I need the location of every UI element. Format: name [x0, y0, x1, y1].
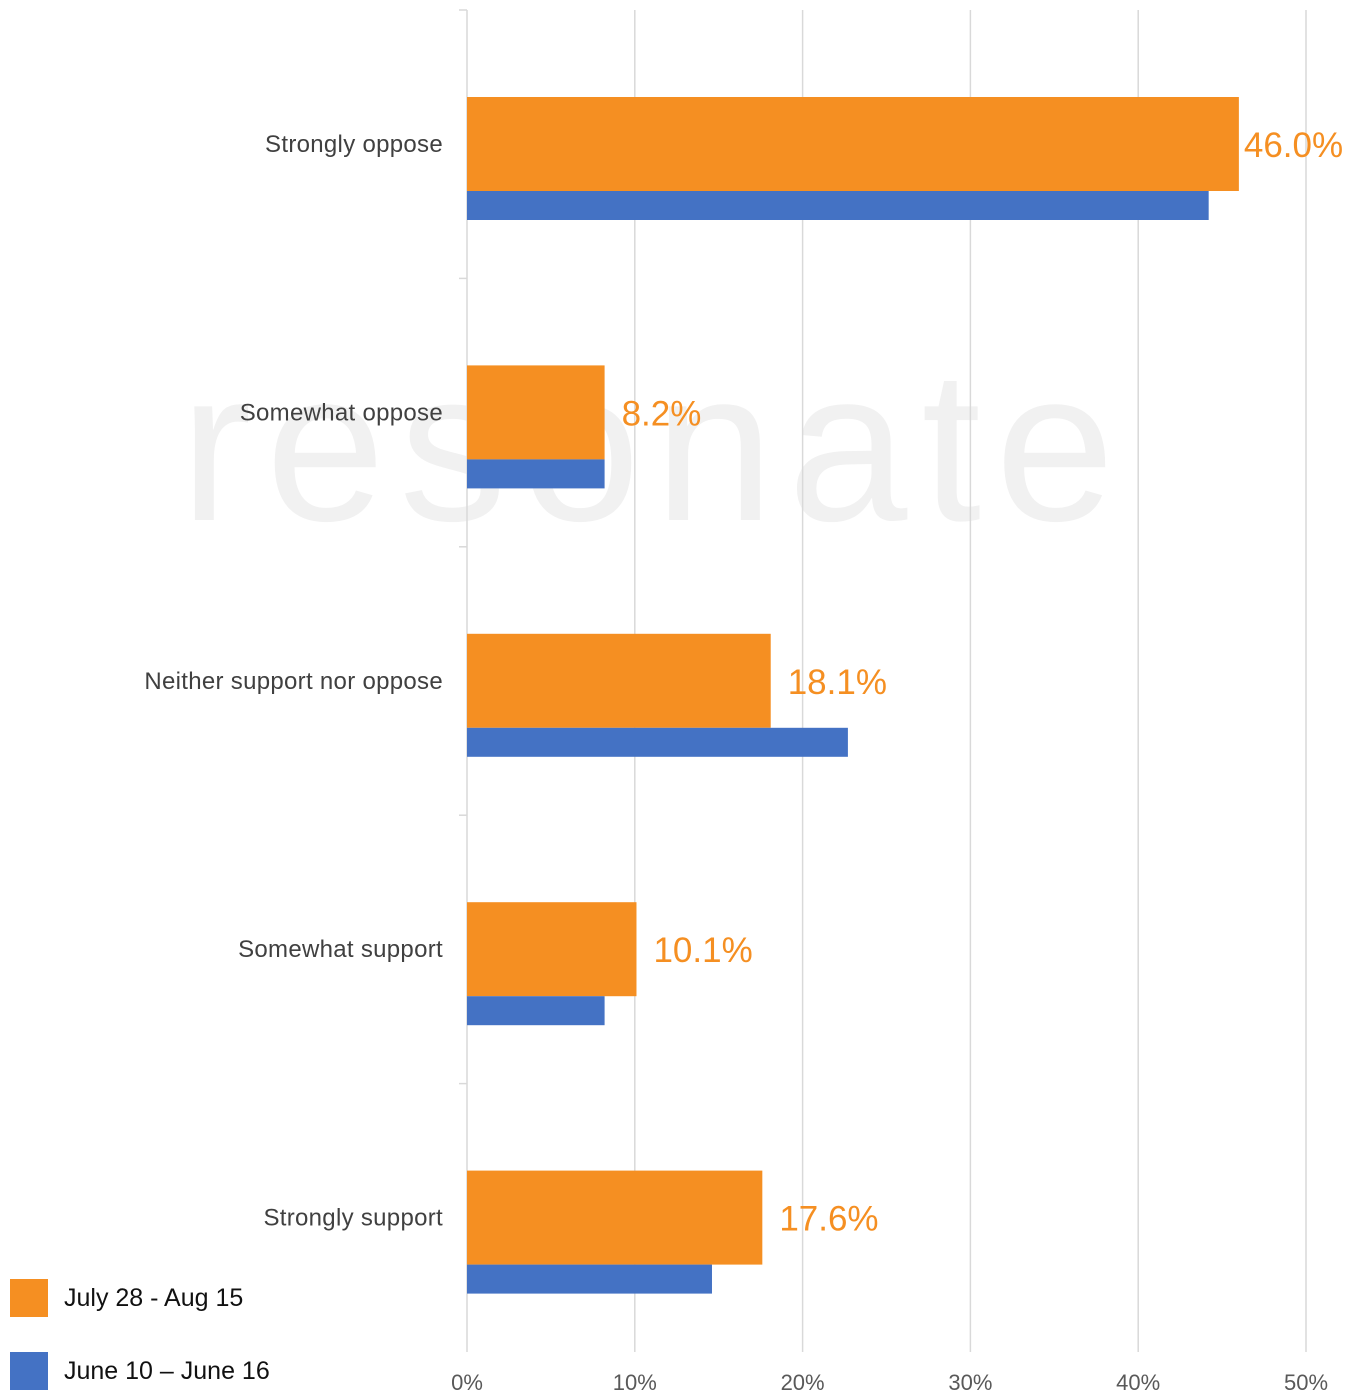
labels: 0% 10% 20% 30% 40% 50% Strongly oppose 46.0% Som… [144, 126, 1343, 1393]
legend-item-series-2: June 10 – June 16 [10, 1352, 270, 1390]
bar-series-1 [467, 97, 1239, 191]
data-label: 8.2% [622, 394, 702, 433]
gridlines [634, 10, 1307, 1352]
bar-series-2 [467, 1264, 712, 1294]
category-label: Somewhat oppose [240, 399, 443, 426]
bar-series-1 [467, 365, 605, 460]
data-label: 18.1% [788, 663, 887, 702]
bar-series-1 [467, 902, 637, 997]
bar-series-2 [467, 996, 605, 1026]
category-axis [459, 9, 468, 1352]
legend-label: July 28 - Aug 15 [64, 1283, 244, 1312]
legend-swatch-blue [10, 1352, 48, 1390]
category-label: Neither support nor oppose [144, 668, 443, 695]
bar-series-2 [467, 727, 848, 757]
x-tick-label: 50% [1284, 1370, 1328, 1393]
watermark-text: resonate [180, 325, 1129, 566]
legend-label: June 10 – June 16 [64, 1356, 270, 1385]
bars [467, 97, 1239, 1294]
x-tick-label: 40% [1116, 1370, 1160, 1393]
data-label: 46.0% [1244, 126, 1343, 165]
bar-series-2 [467, 191, 1209, 220]
category-label: Somewhat support [238, 936, 443, 963]
x-tick-label: 30% [948, 1370, 992, 1393]
data-label: 17.6% [779, 1200, 878, 1239]
category-label: Strongly support [263, 1205, 443, 1232]
x-tick-label: 20% [781, 1370, 825, 1393]
bar-series-1 [467, 633, 771, 728]
legend-swatch-orange [10, 1279, 48, 1317]
data-label: 10.1% [653, 931, 752, 970]
bar-series-1 [467, 1170, 763, 1265]
bar-series-2 [467, 459, 605, 489]
x-tick-label: 10% [613, 1370, 657, 1393]
legend-item-series-1: July 28 - Aug 15 [10, 1279, 243, 1317]
category-label: Strongly oppose [265, 131, 443, 158]
x-tick-label: 0% [451, 1370, 483, 1393]
